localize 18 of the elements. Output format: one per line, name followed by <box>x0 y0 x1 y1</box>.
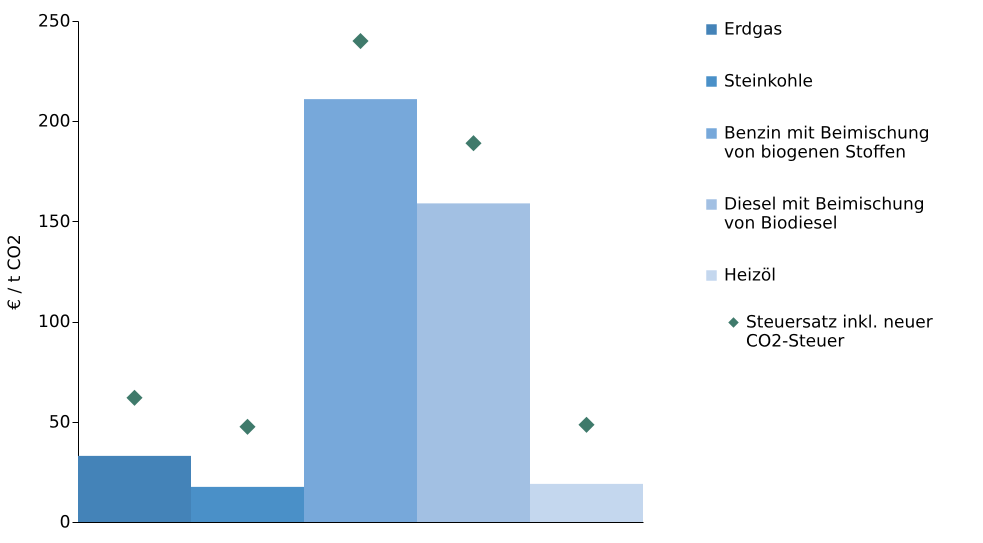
y-tick-label: 100 <box>38 312 70 332</box>
legend-label: Heizöl <box>724 266 776 286</box>
y-tick-label: 250 <box>38 12 70 32</box>
legend-label: Erdgas <box>724 20 782 40</box>
point <box>126 390 143 406</box>
y-axis-title: € / t CO2 <box>5 234 26 310</box>
point <box>352 32 369 50</box>
legend-label: Steinkohle <box>724 72 814 92</box>
y-tick-label: 150 <box>38 212 70 232</box>
legend-label: Steuersatz inkl. neuer CO2-Steuer <box>746 312 933 352</box>
legend-label: Diesel mit Beimischung von Biodiesel <box>724 194 925 234</box>
y-tick-label: 50 <box>48 412 70 432</box>
point <box>239 418 256 435</box>
point <box>578 416 595 433</box>
y-tick-label: 0 <box>60 512 70 532</box>
legend-label: Benzin mit Beimischung von biogenen Stoffen <box>724 124 930 162</box>
point <box>465 135 482 152</box>
y-tick-label: 200 <box>38 112 70 132</box>
